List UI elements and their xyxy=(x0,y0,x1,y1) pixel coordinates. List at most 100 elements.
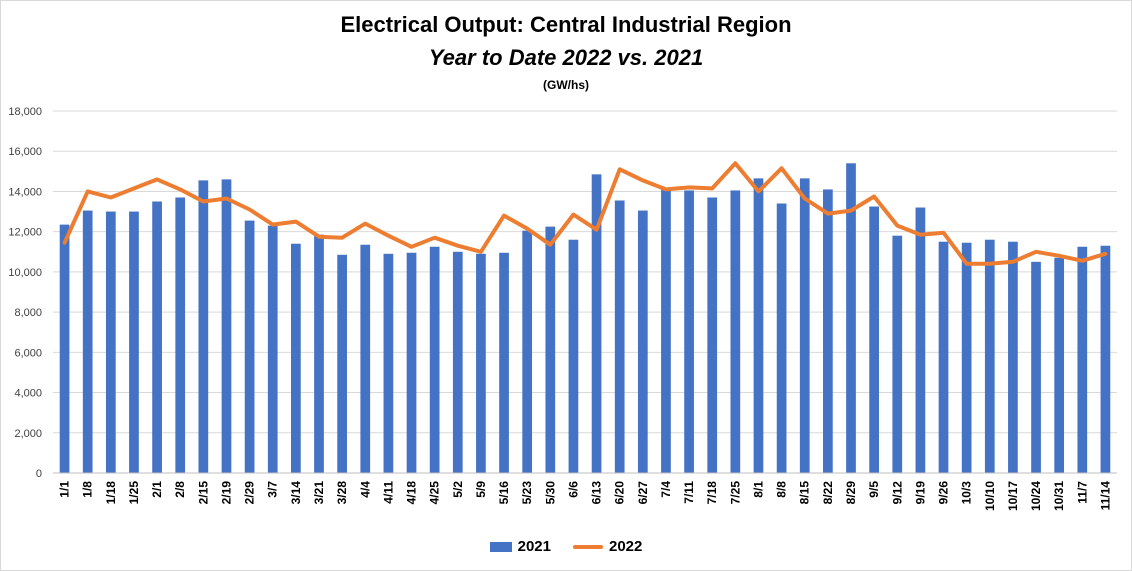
x-tick-label: 10/31 xyxy=(1052,481,1066,511)
bar-2021 xyxy=(152,201,162,473)
bar-2021 xyxy=(1077,246,1088,473)
x-tick-label: 4/25 xyxy=(428,481,442,505)
x-tick-label: 5/2 xyxy=(451,481,465,498)
bar-2021 xyxy=(568,239,579,473)
y-tick-label: 14,000 xyxy=(8,186,42,198)
x-tick-label: 10/10 xyxy=(983,481,997,511)
bar-2021 xyxy=(846,163,856,474)
legend-swatch-bar xyxy=(489,541,512,552)
bar-2021 xyxy=(429,246,440,473)
x-tick-label: 11/14 xyxy=(1098,481,1112,511)
x-tick-label: 5/30 xyxy=(543,481,557,505)
bar-2021 xyxy=(545,226,556,473)
legend-swatch-line xyxy=(573,544,603,549)
bar-2021 xyxy=(637,210,648,474)
x-tick-label: 2/8 xyxy=(173,481,187,498)
bar-2021 xyxy=(499,252,509,473)
x-tick-label: 8/22 xyxy=(821,481,835,505)
x-tick-label: 4/11 xyxy=(381,481,395,504)
legend-item-2021: 2021 xyxy=(489,538,551,555)
y-axis: 0 2,000 4,000 6,000 8,000 10,000 12,000 14,000 1… xyxy=(8,106,42,480)
y-tick-label: 2,000 xyxy=(14,428,42,440)
bar-2021 xyxy=(314,234,324,473)
bar-2021 xyxy=(360,244,371,473)
x-tick-label: 6/13 xyxy=(590,481,604,505)
bar-2021 xyxy=(661,189,671,473)
x-tick-label: 5/9 xyxy=(474,481,488,498)
bar-2021 xyxy=(244,220,255,473)
y-tick-label: 6,000 xyxy=(14,347,42,359)
bar-2021 xyxy=(198,180,209,473)
legend-label-2022: 2022 xyxy=(609,538,643,555)
bar-2021 xyxy=(82,210,93,474)
x-tick-label: 5/23 xyxy=(520,481,534,505)
x-tick-label: 8/15 xyxy=(798,481,812,505)
bar-2021 xyxy=(1100,245,1111,473)
bar-2021 xyxy=(799,178,810,473)
bar-2021 xyxy=(129,211,139,474)
x-tick-label: 3/28 xyxy=(335,481,349,505)
x-tick-label: 8/29 xyxy=(844,481,858,505)
x-tick-label: 7/25 xyxy=(728,481,742,505)
bar-2021 xyxy=(291,243,301,473)
y-tick-label: 0 xyxy=(36,468,42,480)
x-tick-label: 4/4 xyxy=(358,481,372,498)
bar-2021 xyxy=(823,189,833,473)
y-tick-label: 16,000 xyxy=(8,146,42,158)
bar-2021 xyxy=(221,179,232,473)
bar-2021 xyxy=(476,253,486,473)
series-2022-line xyxy=(62,161,1108,266)
x-tick-label: 1/1 xyxy=(58,481,72,498)
x-axis: 1/1 1/8 1/18 1/25 2/1 2/8 2/15 2/19 2/29 3/7 3/14 3… xyxy=(53,472,1117,511)
bar-2021 xyxy=(684,190,694,473)
y-tick-label: 8,000 xyxy=(14,307,42,319)
bar-2021 xyxy=(614,200,625,473)
x-tick-label: 8/1 xyxy=(751,481,765,498)
bar-2021 xyxy=(337,254,347,473)
bar-2021 xyxy=(961,242,972,473)
x-tick-label: 7/11 xyxy=(682,481,696,504)
line-2022 xyxy=(62,161,1108,266)
bar-2021 xyxy=(730,190,741,473)
x-tick-label: 9/5 xyxy=(867,481,881,498)
y-tick-label: 18,000 xyxy=(8,106,42,118)
y-tick-label: 4,000 xyxy=(14,388,42,400)
bar-2021 xyxy=(267,225,278,473)
bar-2021 xyxy=(1054,257,1065,473)
x-tick-label: 7/4 xyxy=(659,481,673,498)
y-tick-label: 10,000 xyxy=(8,267,42,279)
x-tick-label: 6/27 xyxy=(636,481,650,505)
x-tick-label: 9/12 xyxy=(890,481,904,505)
bar-2021 xyxy=(105,211,116,474)
x-tick-label: 9/26 xyxy=(937,481,951,505)
chart-subtitle: Year to Date 2022 vs. 2021 xyxy=(428,45,704,70)
bar-2021 xyxy=(175,197,186,473)
bar-2021 xyxy=(869,206,879,473)
bar-2021 xyxy=(938,241,949,473)
x-tick-label: 1/18 xyxy=(104,481,118,505)
legend-item-2022: 2022 xyxy=(573,538,642,555)
bar-2021 xyxy=(1008,241,1018,473)
x-tick-label: 2/1 xyxy=(150,481,164,498)
series-2021-bars xyxy=(59,163,1111,474)
bar-2021 xyxy=(406,252,417,473)
x-tick-label: 1/8 xyxy=(81,481,95,498)
x-tick-label: 8/8 xyxy=(775,481,789,498)
x-tick-label: 10/17 xyxy=(1006,481,1020,511)
x-tick-label: 4/18 xyxy=(405,481,419,505)
bar-2021 xyxy=(984,239,995,473)
x-tick-label: 3/21 xyxy=(312,481,326,505)
bar-2021 xyxy=(591,174,602,473)
bar-2021 xyxy=(1031,261,1041,473)
x-tick-label: 2/15 xyxy=(196,481,210,505)
x-tick-label: 7/18 xyxy=(705,481,719,505)
x-tick-label: 1/25 xyxy=(127,481,141,505)
legend: 2021 2022 xyxy=(0,538,1132,555)
x-tick-label: 6/6 xyxy=(566,481,580,498)
bar-2021 xyxy=(915,207,926,474)
bar-2021 xyxy=(522,230,533,473)
x-tick-label: 5/16 xyxy=(497,481,511,505)
bar-2021 xyxy=(776,203,787,473)
x-tick-label: 9/19 xyxy=(913,481,927,505)
